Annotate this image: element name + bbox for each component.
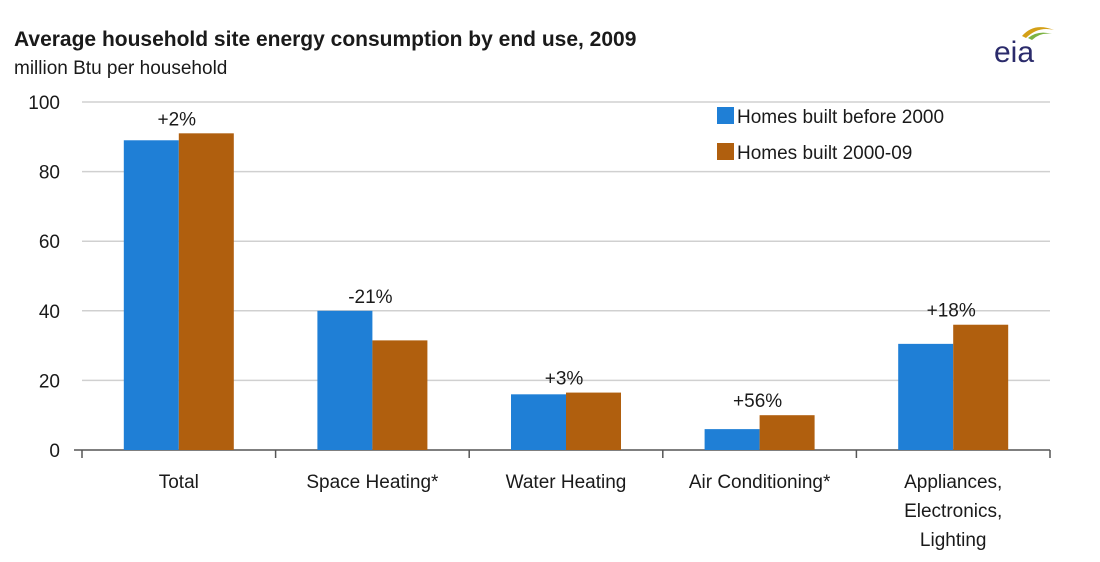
x-tick-label: Lighting <box>920 530 987 551</box>
bar-built-2000-09 <box>372 340 428 450</box>
x-tick-label: Electronics, <box>904 501 1002 522</box>
x-tick-label: Total <box>159 472 199 493</box>
y-tick-label: 60 <box>39 232 60 253</box>
y-tick-label: 20 <box>39 371 60 392</box>
x-tick-label: Appliances, <box>904 472 1002 493</box>
bar-annotation: -21% <box>348 287 392 308</box>
bar-before-2000 <box>123 140 179 450</box>
bar-annotation: +18% <box>927 301 976 322</box>
bar-built-2000-09 <box>953 324 1009 450</box>
logo-swoosh-accent-icon <box>1028 32 1052 40</box>
chart-subtitle: million Btu per household <box>14 58 228 79</box>
bar-before-2000 <box>898 343 954 450</box>
legend-label: Homes built 2000-09 <box>737 143 912 164</box>
legend-label: Homes built before 2000 <box>737 107 944 128</box>
legend-swatch <box>717 143 734 160</box>
y-tick-label: 80 <box>39 163 60 184</box>
logo-text: eia <box>994 36 1034 69</box>
bar-built-2000-09 <box>566 392 621 450</box>
bar-built-2000-09 <box>178 133 234 450</box>
bar-annotation: +56% <box>733 391 782 412</box>
bar-before-2000 <box>511 394 566 450</box>
bar-annotation: +3% <box>545 369 584 390</box>
x-tick-label: Air Conditioning* <box>689 472 831 493</box>
chart-title: Average household site energy consumptio… <box>14 28 637 51</box>
y-tick-label: 100 <box>28 93 60 114</box>
x-tick-label: Space Heating* <box>306 472 439 493</box>
x-tick-label: Water Heating <box>506 472 627 493</box>
y-tick-label: 0 <box>49 441 60 462</box>
bar-annotation: +2% <box>158 109 197 130</box>
logo-swoosh-icon <box>1022 27 1054 38</box>
legend-swatch <box>717 107 734 124</box>
y-tick-label: 40 <box>39 302 60 323</box>
bar-built-2000-09 <box>759 415 815 450</box>
bar-before-2000 <box>704 429 760 450</box>
eia-logo: eia <box>994 27 1054 69</box>
bar-before-2000 <box>317 310 373 450</box>
